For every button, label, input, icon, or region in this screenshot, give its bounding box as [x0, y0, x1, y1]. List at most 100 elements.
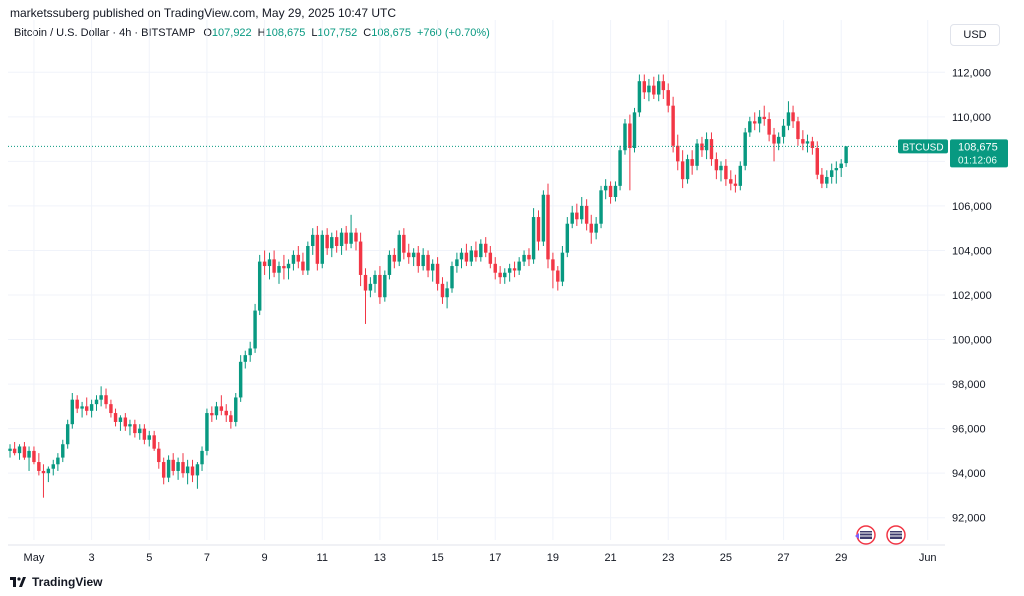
- candle-down: [700, 143, 704, 151]
- candle-down: [753, 121, 757, 124]
- candle-up: [70, 399, 75, 425]
- candle-down: [181, 462, 185, 474]
- candle-down: [229, 415, 233, 422]
- x-tick-label: 23: [662, 552, 674, 564]
- currency-button[interactable]: USD: [950, 24, 1000, 46]
- candle-up: [339, 232, 344, 246]
- candle-down: [22, 446, 27, 458]
- candle-down: [791, 112, 795, 122]
- candle-down: [219, 406, 224, 411]
- candle-up: [719, 165, 723, 171]
- candle-down: [772, 134, 776, 144]
- candle-up: [118, 417, 123, 422]
- candle-up: [195, 464, 200, 476]
- candle-down: [109, 404, 113, 414]
- candle-down: [608, 185, 613, 197]
- candle-up: [786, 112, 791, 126]
- candle-down: [435, 263, 440, 284]
- candle-down: [75, 399, 79, 409]
- x-tick-label: 19: [547, 552, 559, 564]
- candle-up: [445, 288, 449, 298]
- candle-up: [618, 150, 622, 186]
- candle-up: [286, 263, 291, 269]
- candle-down: [762, 116, 766, 120]
- candle-up: [776, 136, 781, 144]
- candle-up: [507, 268, 512, 273]
- candle-down: [536, 217, 541, 242]
- candle-up: [257, 261, 262, 311]
- candle-up: [522, 254, 526, 262]
- candle-down: [628, 123, 632, 148]
- candle-up: [421, 254, 425, 267]
- candle-up: [781, 125, 786, 137]
- candle-down: [123, 417, 128, 427]
- candle-down: [157, 448, 161, 463]
- candle-down: [41, 470, 46, 474]
- candle-down: [296, 254, 301, 262]
- candle-up: [387, 254, 392, 275]
- candle-down: [104, 395, 108, 405]
- candle-up: [147, 435, 151, 440]
- candle-up: [647, 85, 651, 93]
- chart-grid: [8, 20, 945, 540]
- price-tag-countdown: 01:12:06: [958, 155, 997, 166]
- candle-up: [623, 123, 627, 151]
- candle-down: [325, 234, 329, 249]
- candle-down: [484, 243, 488, 253]
- tradingview-footer[interactable]: TradingView: [10, 575, 102, 589]
- candle-down: [820, 174, 824, 184]
- candle-down: [301, 261, 305, 271]
- candle-up: [685, 159, 690, 180]
- candle-down: [133, 424, 137, 434]
- candle-down: [358, 241, 363, 275]
- tradingview-logo-icon: [10, 577, 26, 587]
- candle-up: [632, 112, 637, 148]
- close-label: C: [363, 27, 372, 39]
- candle-up: [397, 234, 401, 262]
- candle-up: [430, 263, 435, 271]
- y-tick-label: 94,000: [952, 468, 986, 480]
- candle-up: [8, 448, 12, 451]
- publisher-line: marketssuberg published on TradingView.c…: [10, 6, 396, 20]
- candle-up: [503, 272, 507, 278]
- open-value: 107,922: [211, 27, 252, 39]
- candle-up: [383, 274, 387, 298]
- candle-up: [637, 81, 642, 113]
- candle-up: [570, 212, 574, 224]
- candle-down: [262, 261, 267, 267]
- candle-down: [714, 159, 719, 171]
- candle-up: [128, 424, 132, 427]
- candle-down: [796, 121, 800, 140]
- candle-up: [565, 223, 570, 253]
- y-tick-label: 112,000: [952, 67, 991, 79]
- candle-up: [306, 246, 310, 271]
- candle-down: [282, 266, 286, 269]
- event-markers: [855, 525, 906, 545]
- candle-down: [272, 259, 276, 273]
- candle-down: [642, 81, 647, 93]
- candle-down: [474, 250, 478, 258]
- y-tick-label: 106,000: [952, 201, 992, 213]
- candle-down: [37, 462, 41, 471]
- candle-down: [426, 254, 430, 271]
- candle-down: [363, 274, 368, 291]
- x-tick-label: 27: [777, 552, 789, 564]
- candle-up: [560, 252, 565, 282]
- candle-down: [32, 450, 36, 463]
- candle-down: [142, 428, 147, 440]
- candle-up: [603, 185, 608, 191]
- candle-up: [580, 205, 584, 220]
- candle-up: [80, 406, 84, 409]
- candle-up: [89, 404, 94, 411]
- candle-down: [546, 194, 550, 260]
- candles-layer: [8, 74, 848, 498]
- candle-up: [748, 121, 752, 133]
- candle-up: [99, 395, 103, 400]
- candle-up: [267, 259, 272, 267]
- candle-down: [464, 252, 469, 262]
- candle-down: [680, 161, 685, 180]
- candle-up: [479, 243, 483, 258]
- us-flag-event-icon: [855, 525, 876, 545]
- y-tick-label: 104,000: [952, 245, 992, 257]
